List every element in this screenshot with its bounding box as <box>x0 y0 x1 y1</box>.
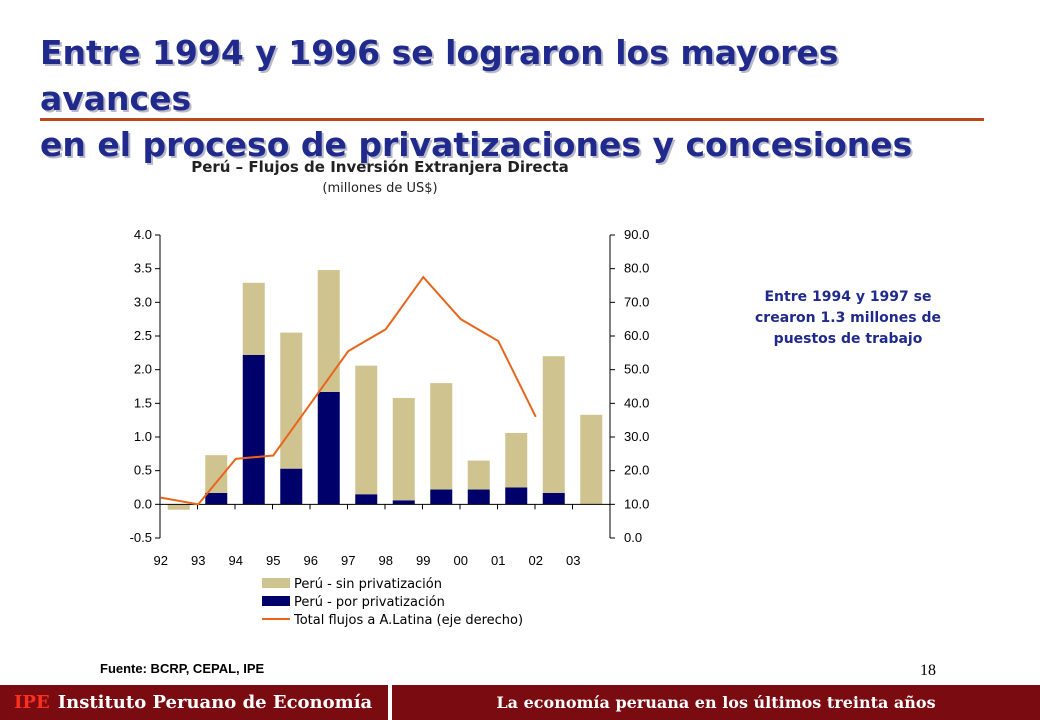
right-tick-label: 80.0 <box>624 261 649 276</box>
bar-sin-privatizacion-01 <box>505 432 528 488</box>
title-rule <box>40 118 984 121</box>
slide-title-line2: en el proceso de privatizaciones y conce… <box>40 125 913 164</box>
x-tick-label-00: 00 <box>454 553 468 568</box>
left-tick-label: 0.5 <box>134 463 152 478</box>
x-tick-label-95: 95 <box>266 553 280 568</box>
slide-title-line1: Entre 1994 y 1996 se lograron los mayore… <box>40 33 839 118</box>
left-tick-label: 2.0 <box>134 362 152 377</box>
bar-sin-privatizacion-92 <box>167 504 190 510</box>
bar-sin-privatizacion-96 <box>317 270 340 392</box>
x-tick-label-98: 98 <box>379 553 393 568</box>
left-tick-label: 1.0 <box>134 429 152 444</box>
ipe-logo: IPE <box>14 692 50 713</box>
right-tick-label: 10.0 <box>624 496 649 511</box>
institute-name: Instituto Peruano de Economía <box>57 692 373 713</box>
bar-por-privatizacion-93 <box>205 492 228 505</box>
bar-sin-privatizacion-99 <box>430 383 453 490</box>
legend-swatch-por <box>262 596 290 606</box>
left-tick-label: 4.0 <box>134 227 152 242</box>
bar-por-privatizacion-95 <box>280 468 303 505</box>
bar-sin-privatizacion-03 <box>580 414 603 505</box>
x-tick-label-97: 97 <box>341 553 355 568</box>
left-tick-label: 3.0 <box>134 294 152 309</box>
chart-subtitle: (millones de US$) <box>322 181 438 196</box>
right-tick-label: 0.0 <box>624 530 642 545</box>
right-tick-label: 30.0 <box>624 429 649 444</box>
bar-sin-privatizacion-97 <box>355 365 378 495</box>
x-tick-label-03: 03 <box>566 553 580 568</box>
bar-sin-privatizacion-94 <box>242 282 265 355</box>
legend-label-sin: Perú - sin privatización <box>294 577 442 592</box>
bar-sin-privatizacion-98 <box>392 397 415 501</box>
slide-title: Entre 1994 y 1996 se lograron los mayore… <box>40 30 1000 168</box>
right-tick-label: 70.0 <box>624 294 649 309</box>
right-tick-label: 20.0 <box>624 463 649 478</box>
x-tick-label-01: 01 <box>491 553 505 568</box>
bar-sin-privatizacion-02 <box>542 356 565 493</box>
left-tick-label: 1.5 <box>134 395 152 410</box>
x-tick-label-99: 99 <box>416 553 430 568</box>
bar-por-privatizacion-94 <box>242 354 265 505</box>
right-tick-label: 90.0 <box>624 227 649 242</box>
legend-swatch-sin <box>262 578 290 588</box>
left-tick-label: 0.0 <box>134 496 152 511</box>
bar-por-privatizacion-98 <box>392 500 415 505</box>
right-tick-label: 40.0 <box>624 395 649 410</box>
x-tick-label-93: 93 <box>191 553 205 568</box>
x-tick-label-96: 96 <box>304 553 318 568</box>
bar-por-privatizacion-00 <box>467 489 490 505</box>
right-tick-label: 50.0 <box>624 362 649 377</box>
legend-label-total: Total flujos a A.Latina (eje derecho) <box>293 613 523 628</box>
x-tick-label-02: 02 <box>529 553 543 568</box>
fdi-chart: 4.0 3.5 3.0 2.5 2.0 1.5 1.0 0.5 0.0 -0.5 90.0 80.0 7… <box>130 227 650 628</box>
left-tick-label: -0.5 <box>130 530 152 545</box>
bar-sin-privatizacion-00 <box>467 460 490 490</box>
right-tick-label: 60.0 <box>624 328 649 343</box>
legend-label-por: Perú - por privatización <box>294 595 445 610</box>
bar-por-privatizacion-02 <box>542 492 565 505</box>
page-number: 18 <box>920 662 936 679</box>
source-note: Fuente: BCRP, CEPAL, IPE <box>100 661 265 676</box>
bar-por-privatizacion-97 <box>355 494 378 505</box>
footer-tagline: La economía peruana en los últimos trein… <box>392 685 1040 720</box>
left-tick-label: 2.5 <box>134 328 152 343</box>
footer-institute-bar: IPE Instituto Peruano de Economía <box>0 685 388 720</box>
chart-title: Perú – Flujos de Inversión Extranjera Di… <box>191 158 569 176</box>
jobs-annotation: Entre 1994 y 1997 se crearon 1.3 millone… <box>755 289 941 347</box>
x-tick-label-94: 94 <box>229 553 243 568</box>
left-tick-label: 3.5 <box>134 261 152 276</box>
bar-por-privatizacion-96 <box>317 391 340 505</box>
x-tick-label-92: 92 <box>154 553 168 568</box>
bar-sin-privatizacion-93 <box>205 455 228 493</box>
bar-por-privatizacion-01 <box>505 487 528 505</box>
bar-por-privatizacion-99 <box>430 489 453 505</box>
bar-sin-privatizacion-95 <box>280 332 303 469</box>
